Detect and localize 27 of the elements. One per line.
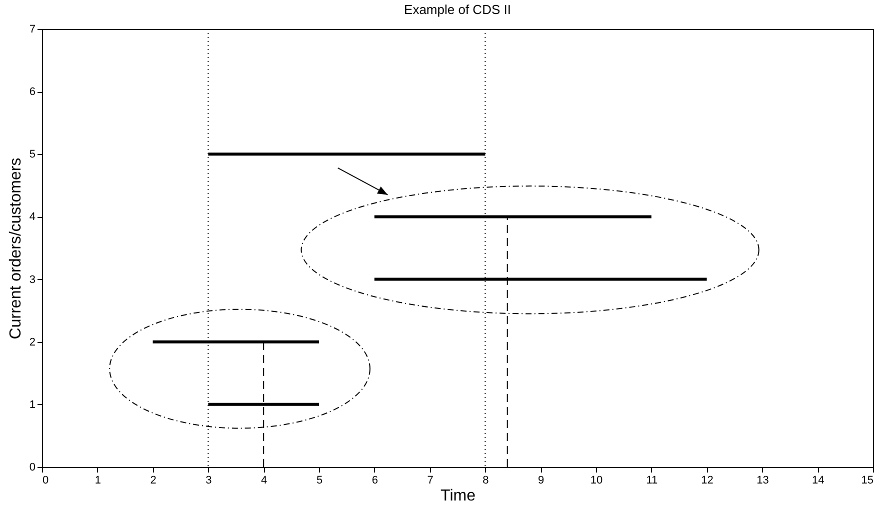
x-tick-label: 10 [590, 474, 603, 486]
x-tick-label: 11 [646, 474, 658, 486]
y-tick-label: 6 [29, 86, 36, 98]
x-tick-label: 13 [756, 474, 769, 486]
x-tick-label: 7 [427, 474, 434, 486]
chart-title: Example of CDS II [404, 2, 511, 17]
x-tick-label: 1 [94, 474, 101, 486]
y-tick-label: 3 [29, 274, 36, 286]
x-tick-label: 5 [316, 474, 323, 486]
x-tick-label: 0 [42, 474, 49, 486]
x-tick-label: 15 [861, 474, 874, 486]
x-axis-title: Time [440, 488, 476, 504]
y-tick-label: 1 [29, 398, 36, 411]
x-tick-label: 12 [701, 474, 714, 486]
y-axis-title: Current orders/customers [7, 158, 24, 340]
x-tick-label: 3 [206, 474, 212, 486]
x-tick-label: 9 [538, 474, 544, 486]
y-tick-label: 0 [29, 462, 36, 474]
y-tick-label: 2 [29, 336, 36, 348]
x-tick-label: 2 [150, 474, 156, 486]
x-tick-label: 6 [372, 474, 378, 486]
x-tick-label: 8 [482, 474, 489, 486]
y-tick-label: 5 [29, 148, 36, 161]
x-tick-label: 4 [261, 474, 268, 486]
y-tick-label: 7 [29, 24, 36, 36]
y-tick-label: 4 [29, 211, 36, 224]
x-tick-label: 14 [812, 474, 824, 486]
